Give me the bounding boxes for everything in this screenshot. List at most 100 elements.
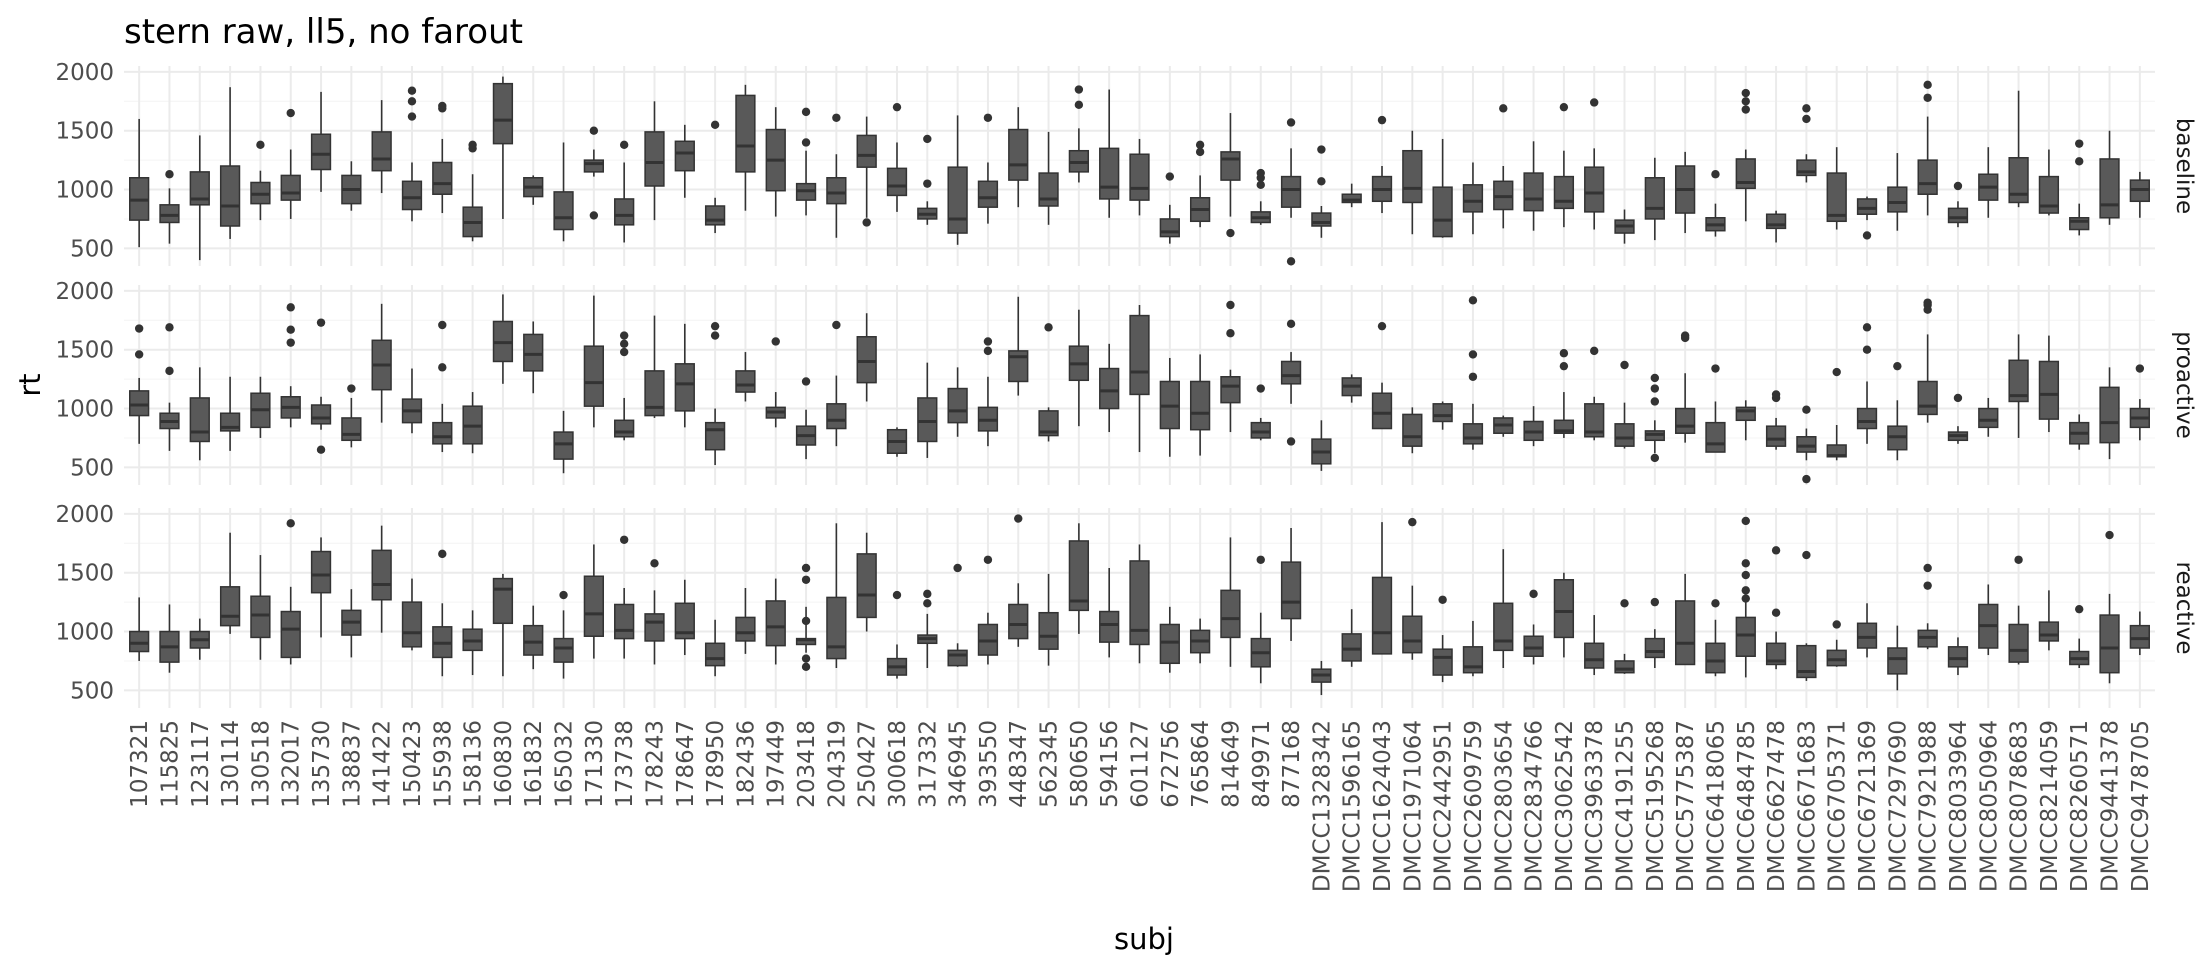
outlier-point bbox=[1802, 114, 1811, 124]
box bbox=[2129, 624, 2150, 649]
outlier-point bbox=[1286, 257, 1296, 266]
boxplot-DMCC1328342 bbox=[1311, 660, 1332, 696]
outlier-point bbox=[407, 86, 417, 95]
outlier-point bbox=[1923, 581, 1932, 590]
outlier-point bbox=[1711, 599, 1720, 608]
outlier-point bbox=[1650, 453, 1660, 463]
x-tick-label: 171330 bbox=[582, 720, 608, 808]
x-tick-label: DMCC5195268 bbox=[1643, 720, 1669, 892]
outlier-point bbox=[1862, 345, 1872, 354]
box bbox=[644, 613, 665, 642]
boxplot-765864 bbox=[1189, 354, 1211, 456]
outlier-point bbox=[1195, 140, 1205, 150]
boxplot-DMCC5775387 bbox=[1674, 331, 1696, 443]
y-tick-label: 500 bbox=[70, 455, 114, 481]
box bbox=[1099, 147, 1120, 200]
x-tick-label: DMCC8033964 bbox=[1946, 720, 1972, 892]
outlier-point bbox=[589, 126, 599, 135]
box bbox=[1402, 413, 1423, 447]
outlier-point bbox=[650, 559, 659, 568]
box bbox=[583, 345, 605, 407]
x-tick-label: 130518 bbox=[248, 720, 274, 808]
boxplot-123117 bbox=[189, 618, 210, 660]
outlier-point bbox=[2014, 555, 2023, 564]
box bbox=[1796, 644, 1817, 679]
boxplot-DMCC2803654 bbox=[1493, 104, 1514, 229]
box bbox=[674, 140, 695, 172]
boxplot-DMCC8078683 bbox=[2008, 334, 2029, 438]
outlier-point bbox=[347, 384, 356, 393]
x-tick-label: DMCC1596165 bbox=[1340, 720, 1366, 892]
boxplot-141422 bbox=[371, 303, 392, 423]
x-tick-label: 765864 bbox=[1188, 720, 1214, 808]
boxplot-DMCC5195268 bbox=[1644, 157, 1665, 241]
box bbox=[1917, 159, 1938, 195]
outlier-point bbox=[165, 170, 174, 179]
outlier-point bbox=[1741, 586, 1750, 595]
box bbox=[310, 550, 332, 594]
box bbox=[674, 363, 695, 412]
y-tick-label: 1000 bbox=[55, 620, 114, 646]
boxplot-DMCC1624043 bbox=[1371, 522, 1393, 655]
boxplot-601127 bbox=[1129, 138, 1150, 216]
boxplot-DMCC3963378 bbox=[1584, 615, 1605, 676]
outlier-point bbox=[862, 218, 871, 227]
box bbox=[1674, 407, 1696, 434]
outlier-point bbox=[438, 363, 447, 372]
outlier-point bbox=[1741, 559, 1750, 568]
outlier-point bbox=[1802, 550, 1811, 560]
outlier-point bbox=[1226, 329, 1235, 338]
boxplot-135730 bbox=[310, 91, 332, 192]
box bbox=[1341, 633, 1362, 662]
box bbox=[1614, 423, 1635, 447]
outlier-point bbox=[1923, 298, 1932, 307]
boxplot-161832 bbox=[523, 605, 544, 670]
boxplot-DMCC4191255 bbox=[1614, 209, 1635, 244]
outlier-point bbox=[983, 337, 993, 346]
x-tick-label: 580650 bbox=[1067, 720, 1093, 808]
box bbox=[735, 370, 756, 393]
outlier-point bbox=[1862, 323, 1872, 332]
box bbox=[1371, 392, 1393, 430]
x-tick-label: 178950 bbox=[703, 720, 729, 808]
outlier-point bbox=[407, 97, 417, 106]
outlier-point bbox=[1559, 349, 1569, 358]
boxplot-DMCC2609759 bbox=[1462, 162, 1484, 235]
outlier-point bbox=[1377, 321, 1387, 331]
boxplot-DMCC1624043 bbox=[1371, 321, 1393, 430]
outlier-point bbox=[953, 563, 962, 573]
outlier-point bbox=[1559, 102, 1569, 112]
box bbox=[1220, 151, 1241, 181]
boxplot-150423 bbox=[401, 86, 423, 222]
boxplot-178243 bbox=[644, 315, 665, 418]
outlier-point bbox=[1771, 608, 1781, 617]
boxplot-178647 bbox=[674, 579, 695, 656]
boxplot-DMCC8260571 bbox=[2069, 604, 2090, 668]
y-tick-label: 1000 bbox=[55, 178, 114, 204]
box bbox=[1402, 615, 1423, 654]
x-tick-label: DMCC6671683 bbox=[1794, 720, 1820, 892]
box bbox=[1523, 172, 1544, 212]
box bbox=[735, 616, 756, 642]
box bbox=[492, 577, 514, 625]
x-tick-label: 300618 bbox=[885, 720, 911, 808]
boxplot-178647 bbox=[674, 124, 695, 198]
box bbox=[1917, 380, 1938, 416]
outlier-point bbox=[983, 113, 993, 122]
boxplot-130518 bbox=[250, 140, 271, 221]
box bbox=[1432, 403, 1453, 423]
boxplot-178950 bbox=[704, 619, 726, 677]
boxplot-DMCC6627478 bbox=[1765, 210, 1787, 243]
boxplot-DMCC1971064 bbox=[1402, 407, 1423, 454]
boxplot-132017 bbox=[280, 108, 301, 219]
boxplot-DMCC2803654 bbox=[1493, 415, 1514, 437]
box bbox=[704, 205, 726, 226]
boxplot-DMCC7297690 bbox=[1887, 153, 1908, 231]
x-tick-label: DMCC3062542 bbox=[1552, 720, 1578, 892]
boxplot-393550 bbox=[977, 113, 999, 224]
box bbox=[1765, 425, 1787, 447]
box bbox=[947, 387, 968, 424]
boxplot-123117 bbox=[189, 135, 210, 261]
outlier-point bbox=[1377, 115, 1387, 125]
x-tick-label: DMCC7297690 bbox=[1885, 720, 1911, 892]
